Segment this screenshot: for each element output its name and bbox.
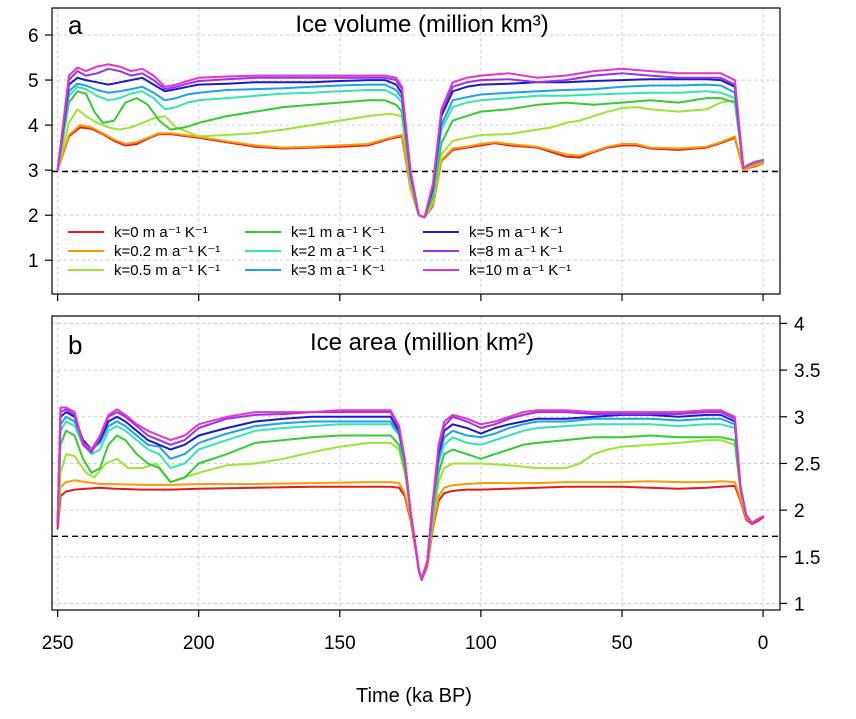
panel-b-y-tick-label: 2 xyxy=(794,501,805,522)
panel-a-letter: a xyxy=(68,10,83,40)
panel-a-series-line-8 xyxy=(56,63,765,219)
panel-b-series-line-8 xyxy=(56,406,765,581)
panel-a-series-group xyxy=(56,63,765,219)
panel-b-x-tick-label: 50 xyxy=(611,633,632,654)
panel-b-y-tick-label: 4 xyxy=(794,314,805,335)
panel-a-legend-label-0: k=0 m a⁻¹ K⁻¹ xyxy=(114,224,208,241)
panel-a-legend-label-1: k=0.2 m a⁻¹ K⁻¹ xyxy=(114,243,220,260)
panel-a-legend: k=0 m a⁻¹ K⁻¹ k=0.2 m a⁻¹ K⁻¹ k=0.5 m a⁻¹ … xyxy=(68,224,571,279)
panel-a-y-tick-label: 5 xyxy=(28,71,39,92)
panel-a-ice-volume: 1 2 3 4 5 6 Ice volume (million km³) a k=0 m a⁻¹… xyxy=(28,7,781,301)
panel-a-legend-label-8: k=10 m a⁻¹ K⁻¹ xyxy=(469,262,571,279)
x-axis-label: Time (ka BP) xyxy=(356,685,472,707)
panel-b-x-tick-label: 150 xyxy=(324,633,356,654)
panel-a-y-tick-label: 6 xyxy=(28,26,39,47)
panel-b-x-tick-label: 100 xyxy=(465,633,497,654)
panel-b-x-tick-label: 200 xyxy=(183,633,215,654)
panel-a-y-tick-label: 2 xyxy=(28,206,39,227)
panel-b-title: Ice area (million km²) xyxy=(310,329,534,356)
panel-b-y-tick-label: 2.5 xyxy=(794,454,820,475)
panel-b-y-tick-label: 3.5 xyxy=(794,361,820,382)
panel-a-legend-label-2: k=0.5 m a⁻¹ K⁻¹ xyxy=(114,262,220,279)
panel-b-series-line-1 xyxy=(56,479,765,581)
panel-a-plot-frame xyxy=(51,7,781,295)
panel-b-ice-area: 1 1.5 2 2.5 3 3.5 4 250 200 150 100 50 0 Ice area (mi… xyxy=(42,314,821,654)
panel-a-legend-label-7: k=8 m a⁻¹ K⁻¹ xyxy=(469,243,563,260)
panel-a-title: Ice volume (million km³) xyxy=(295,11,548,38)
panel-a-legend-label-3: k=1 m a⁻¹ K⁻¹ xyxy=(291,224,385,241)
panel-b-y-tick-label: 3 xyxy=(794,408,805,429)
panel-a-series-line-5 xyxy=(56,82,765,219)
panel-a-y-tick-label: 3 xyxy=(28,161,39,182)
panel-b-y-tick-label: 1.5 xyxy=(794,548,820,569)
panel-b-series-group xyxy=(56,406,765,582)
panel-a-series-line-4 xyxy=(56,85,765,219)
panel-a-legend-label-4: k=2 m a⁻¹ K⁻¹ xyxy=(291,243,385,260)
panel-a-series-line-3 xyxy=(56,90,765,219)
panel-b-series-line-7 xyxy=(56,408,765,581)
panel-a-legend-label-6: k=5 m a⁻¹ K⁻¹ xyxy=(469,224,563,241)
panel-b-x-tick-label: 0 xyxy=(758,633,769,654)
panel-a-y-tick-label: 1 xyxy=(28,251,39,272)
panel-b-y-tick-label: 1 xyxy=(794,594,805,615)
panel-a-legend-label-5: k=3 m a⁻¹ K⁻¹ xyxy=(291,262,385,279)
panel-a-series-line-2 xyxy=(56,99,765,219)
panel-b-letter: b xyxy=(68,330,82,360)
panel-b-series-line-0 xyxy=(56,484,765,582)
panel-a-y-tick-label: 4 xyxy=(28,116,39,137)
panel-b-x-tick-label: 250 xyxy=(42,633,74,654)
